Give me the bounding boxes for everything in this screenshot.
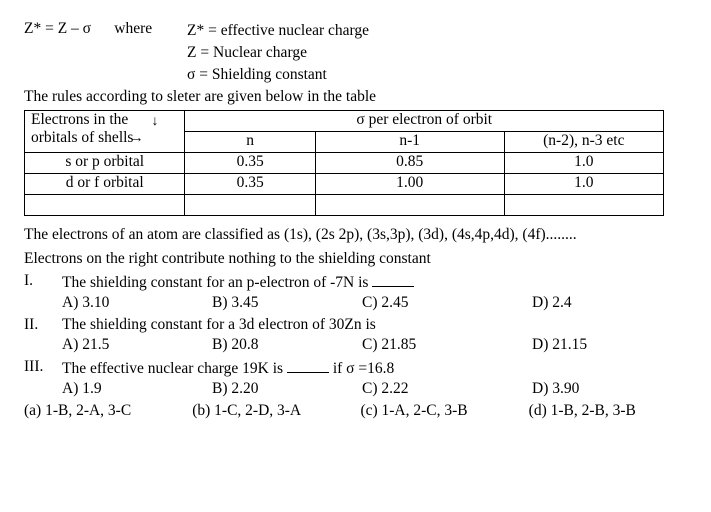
- q2-optD: D) 21.15: [532, 336, 652, 354]
- col-n: n: [185, 132, 315, 153]
- q3-num: III.: [24, 358, 62, 378]
- formula-defs: Z* = effective nuclear charge Z = Nuclea…: [187, 20, 369, 86]
- ans-d: (d) 1-B, 2-B, 3-B: [529, 402, 687, 420]
- formula-block: Z* = Z – σ where Z* = effective nuclear …: [24, 20, 687, 86]
- blank: [287, 358, 329, 373]
- row-sp-label: s or p orbital: [25, 153, 185, 174]
- blank: [372, 272, 414, 287]
- classify-line: The electrons of an atom are classified …: [24, 226, 687, 244]
- note-line: Electrons on the right contribute nothin…: [24, 250, 687, 268]
- q1-pre: The shielding constant for an p-electron…: [62, 274, 372, 291]
- question-1: I. The shielding constant for an p-elect…: [24, 272, 687, 292]
- table-header-right: σ per electron of orbit: [185, 111, 664, 132]
- q2-optB: B) 20.8: [212, 336, 362, 354]
- q3-optB: B) 2.20: [212, 380, 362, 398]
- hdr-left-l2: orbitals of shells: [31, 129, 133, 146]
- table-header-left: Electrons in the ↓ orbitals of shells→: [25, 111, 185, 153]
- row-sp-n: 0.35: [185, 153, 315, 174]
- formula-left: Z* = Z – σ where: [24, 20, 187, 86]
- question-2: II. The shielding constant for a 3d elec…: [24, 316, 687, 334]
- q1-text: The shielding constant for an p-electron…: [62, 272, 687, 292]
- def-z: Z = Nuclear charge: [187, 44, 369, 62]
- formula-main: Z* = Z – σ: [24, 20, 91, 37]
- rules-intro: The rules according to sleter are given …: [24, 88, 687, 106]
- q1-options: A) 3.10 B) 3.45 C) 2.45 D) 2.4: [62, 294, 687, 312]
- row-df-n2: 1.0: [504, 174, 663, 195]
- def-sigma: σ = Shielding constant: [187, 66, 369, 84]
- table-row-empty: [25, 195, 664, 216]
- row-df-n: 0.35: [185, 174, 315, 195]
- q1-optB: B) 3.45: [212, 294, 362, 312]
- question-3: III. The effective nuclear charge 19K is…: [24, 358, 687, 378]
- where-word: where: [114, 20, 152, 37]
- q2-options: A) 21.5 B) 20.8 C) 21.85 D) 21.15: [62, 336, 687, 354]
- row-df-n1: 1.00: [315, 174, 504, 195]
- q3-post: if σ =16.8: [329, 360, 394, 377]
- q2-optC: C) 21.85: [362, 336, 532, 354]
- q3-text: The effective nuclear charge 19K is if σ…: [62, 358, 687, 378]
- q1-num: I.: [24, 272, 62, 292]
- right-arrow-icon: →: [129, 131, 143, 146]
- q3-optC: C) 2.22: [362, 380, 532, 398]
- questions: I. The shielding constant for an p-elect…: [24, 272, 687, 398]
- q1-optD: D) 2.4: [532, 294, 652, 312]
- answer-options: (a) 1-B, 2-A, 3-C (b) 1-C, 2-D, 3-A (c) …: [24, 402, 687, 420]
- row-sp-n1: 0.85: [315, 153, 504, 174]
- row-df-label: d or f orbital: [25, 174, 185, 195]
- ans-a: (a) 1-B, 2-A, 3-C: [24, 402, 192, 420]
- col-n1: n-1: [315, 132, 504, 153]
- hdr-left-l1: Electrons in the: [31, 111, 128, 128]
- q3-optA: A) 1.9: [62, 380, 212, 398]
- q3-pre: The effective nuclear charge 19K is: [62, 360, 287, 377]
- def-zstar: Z* = effective nuclear charge: [187, 22, 369, 40]
- q1-optA: A) 3.10: [62, 294, 212, 312]
- row-sp-n2: 1.0: [504, 153, 663, 174]
- table-row: s or p orbital 0.35 0.85 1.0: [25, 153, 664, 174]
- q3-optD: D) 3.90: [532, 380, 652, 398]
- col-n2: (n-2), n-3 etc: [504, 132, 663, 153]
- q3-options: A) 1.9 B) 2.20 C) 2.22 D) 3.90: [62, 380, 687, 398]
- slater-table: Electrons in the ↓ orbitals of shells→ σ…: [24, 110, 664, 216]
- ans-b: (b) 1-C, 2-D, 3-A: [192, 402, 360, 420]
- q2-text: The shielding constant for a 3d electron…: [62, 316, 687, 334]
- q2-num: II.: [24, 316, 62, 334]
- q2-optA: A) 21.5: [62, 336, 212, 354]
- table-row: d or f orbital 0.35 1.00 1.0: [25, 174, 664, 195]
- ans-c: (c) 1-A, 2-C, 3-B: [360, 402, 528, 420]
- q1-optC: C) 2.45: [362, 294, 532, 312]
- down-arrow-icon: ↓: [152, 114, 159, 129]
